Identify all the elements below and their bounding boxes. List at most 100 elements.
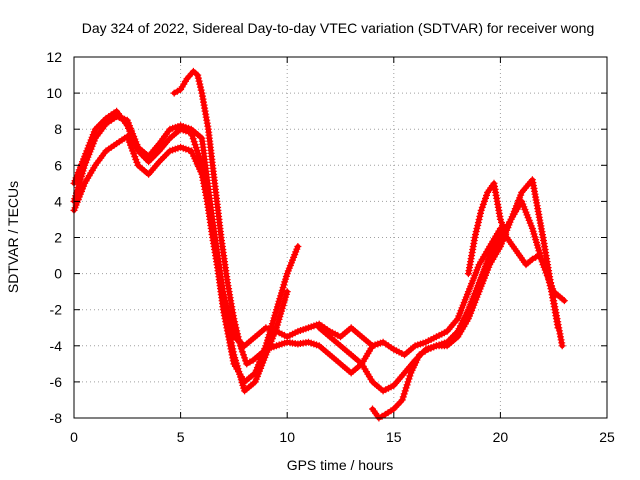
data-point [283, 288, 291, 296]
tick-layer [73, 56, 608, 419]
data-point [236, 342, 244, 350]
x-tick-label: 10 [279, 429, 295, 445]
data-point [473, 225, 481, 232]
data-point [197, 86, 205, 94]
data-point [554, 324, 562, 332]
data-point [240, 351, 247, 359]
data-point [194, 74, 202, 82]
data-point [475, 216, 483, 223]
series-sat-track-7 [464, 179, 562, 332]
data-point [557, 336, 565, 344]
data-point [238, 348, 246, 356]
data-point [398, 396, 406, 404]
y-axis-label: SDTVAR / TECUs [5, 181, 21, 293]
data-point [401, 387, 409, 395]
data-point [500, 225, 508, 232]
data-point [560, 297, 568, 305]
y-tick-label: -8 [50, 410, 63, 426]
data-point [501, 228, 509, 235]
y-tick-label: -6 [50, 374, 63, 390]
data-point [498, 219, 505, 226]
x-tick-label: 25 [599, 429, 615, 445]
data-point [558, 342, 566, 350]
data-point [476, 212, 484, 220]
x-axis-label: GPS time / hours [287, 457, 394, 473]
data-point [480, 197, 488, 205]
data-point [400, 390, 408, 398]
data-point [234, 330, 241, 338]
data-point [234, 333, 242, 341]
data-point [545, 279, 553, 287]
data-point [499, 222, 506, 229]
data-point [496, 215, 504, 223]
data-point [552, 312, 560, 320]
y-tick-label: 8 [54, 121, 62, 137]
data-point [404, 378, 412, 386]
chart-title: Day 324 of 2022, Sidereal Day-to-day VTE… [82, 20, 595, 36]
label-layer: 0 5 10 15 20 25 -8 -6 -4 -2 0 2 4 6 8 10 12 [46, 49, 615, 445]
data-point [242, 357, 250, 365]
data-layer [70, 67, 568, 422]
data-point [543, 267, 551, 275]
data-point [187, 129, 195, 137]
data-point [474, 219, 482, 226]
x-tick-label: 0 [70, 429, 78, 445]
y-tick-label: -4 [50, 338, 63, 354]
data-point [482, 194, 489, 202]
data-point [502, 231, 510, 238]
data-point [403, 381, 411, 389]
data-point [547, 285, 555, 293]
data-point [237, 345, 245, 353]
y-tick-label: 4 [54, 193, 62, 209]
data-point [196, 80, 204, 88]
data-point [402, 384, 410, 392]
data-point [197, 83, 204, 91]
data-point [405, 375, 413, 383]
data-point [191, 141, 199, 149]
data-point [235, 336, 243, 344]
data-point [472, 231, 479, 238]
data-point [232, 324, 240, 332]
y-tick-label: 2 [54, 230, 62, 246]
data-point [236, 339, 244, 347]
data-point [546, 282, 554, 290]
data-point [231, 321, 239, 329]
data-point [189, 135, 197, 143]
data-point [472, 228, 480, 235]
data-point [294, 243, 302, 251]
data-point [545, 276, 553, 284]
y-tick-label: 10 [46, 85, 62, 101]
data-point [233, 327, 241, 335]
data-point [399, 393, 407, 401]
x-tick-label: 5 [177, 429, 185, 445]
data-point [477, 206, 485, 214]
data-point [195, 77, 203, 85]
data-point [474, 222, 482, 229]
data-point [471, 234, 479, 241]
data-point [231, 318, 239, 326]
y-tick-label: -2 [50, 302, 63, 318]
y-tick-label: 12 [46, 49, 62, 65]
data-point [477, 209, 484, 217]
data-point [541, 261, 549, 269]
data-point [483, 191, 490, 199]
y-tick-label: 0 [54, 266, 62, 282]
data-point [544, 273, 552, 281]
grid-layer [74, 57, 607, 418]
x-tick-label: 20 [493, 429, 509, 445]
data-point [543, 270, 551, 278]
series-sat-track-3 [70, 132, 302, 386]
data-point [549, 294, 557, 302]
data-point [479, 200, 487, 208]
data-point [230, 315, 238, 323]
x-tick-label: 15 [386, 429, 402, 445]
data-point [241, 354, 249, 362]
series-sat-track-5 [315, 197, 568, 395]
series-sat-track-4 [170, 67, 504, 377]
data-point [406, 372, 414, 380]
series-line [316, 198, 567, 394]
data-point [194, 71, 202, 79]
data-point [478, 203, 486, 211]
y-tick-label: 6 [54, 157, 62, 173]
